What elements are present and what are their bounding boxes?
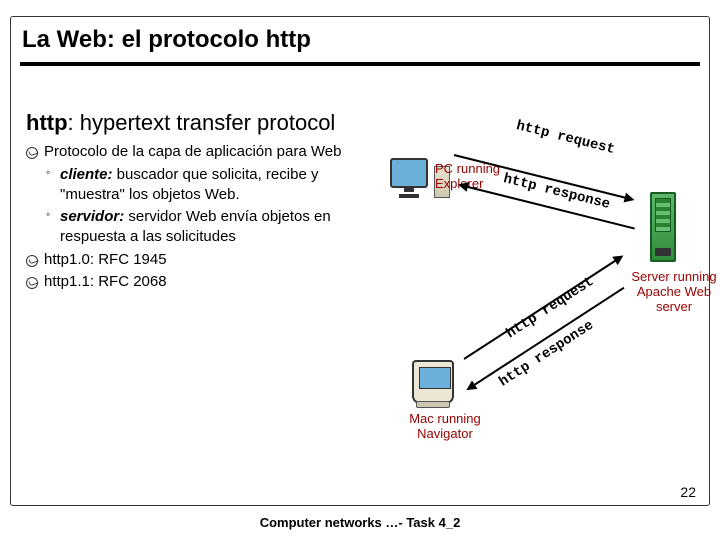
- bullet-list: Protocolo de la capa de aplicación para …: [26, 142, 366, 292]
- bullet-1-sublist: cliente: buscador que solicita, recibe y…: [44, 165, 366, 248]
- mac-label: Mac running Navigator: [390, 412, 500, 442]
- mac-icon: [412, 360, 454, 404]
- title-underline-2: [20, 64, 700, 66]
- pc-monitor-base-icon: [399, 194, 419, 198]
- msg-pc-response: http response: [502, 171, 612, 213]
- bullet-1-text: Protocolo de la capa de aplicación para …: [44, 143, 341, 160]
- pc-monitor-icon: [390, 158, 428, 188]
- page-number: 22: [680, 484, 696, 500]
- server-label: Server running Apache Web server: [624, 270, 720, 315]
- bullet-1-sub-2: servidor: servidor Web envía objetos en …: [60, 207, 366, 248]
- server-icon: [650, 192, 676, 262]
- servidor-label: servidor:: [60, 208, 124, 225]
- bullet-2: http1.0: RFC 1945: [44, 250, 366, 270]
- bullet-1: Protocolo de la capa de aplicación para …: [44, 142, 366, 247]
- left-column: http: hypertext transfer protocol Protoc…: [26, 110, 366, 294]
- footer-text: Computer networks …- Task 4_2: [0, 515, 720, 530]
- heading-rest: : hypertext transfer protocol: [68, 110, 336, 135]
- slide-title: La Web: el protocolo http: [22, 26, 311, 54]
- heading-bold: http: [26, 110, 68, 135]
- pc-icon: [390, 158, 428, 198]
- bullet-3: http1.1: RFC 2068: [44, 272, 366, 292]
- heading: http: hypertext transfer protocol: [26, 110, 366, 136]
- diagram: PC running Explorer Mac running Navigato…: [380, 130, 710, 440]
- bullet-1-sub-1: cliente: buscador que solicita, recibe y…: [60, 165, 366, 206]
- cliente-label: cliente:: [60, 166, 113, 183]
